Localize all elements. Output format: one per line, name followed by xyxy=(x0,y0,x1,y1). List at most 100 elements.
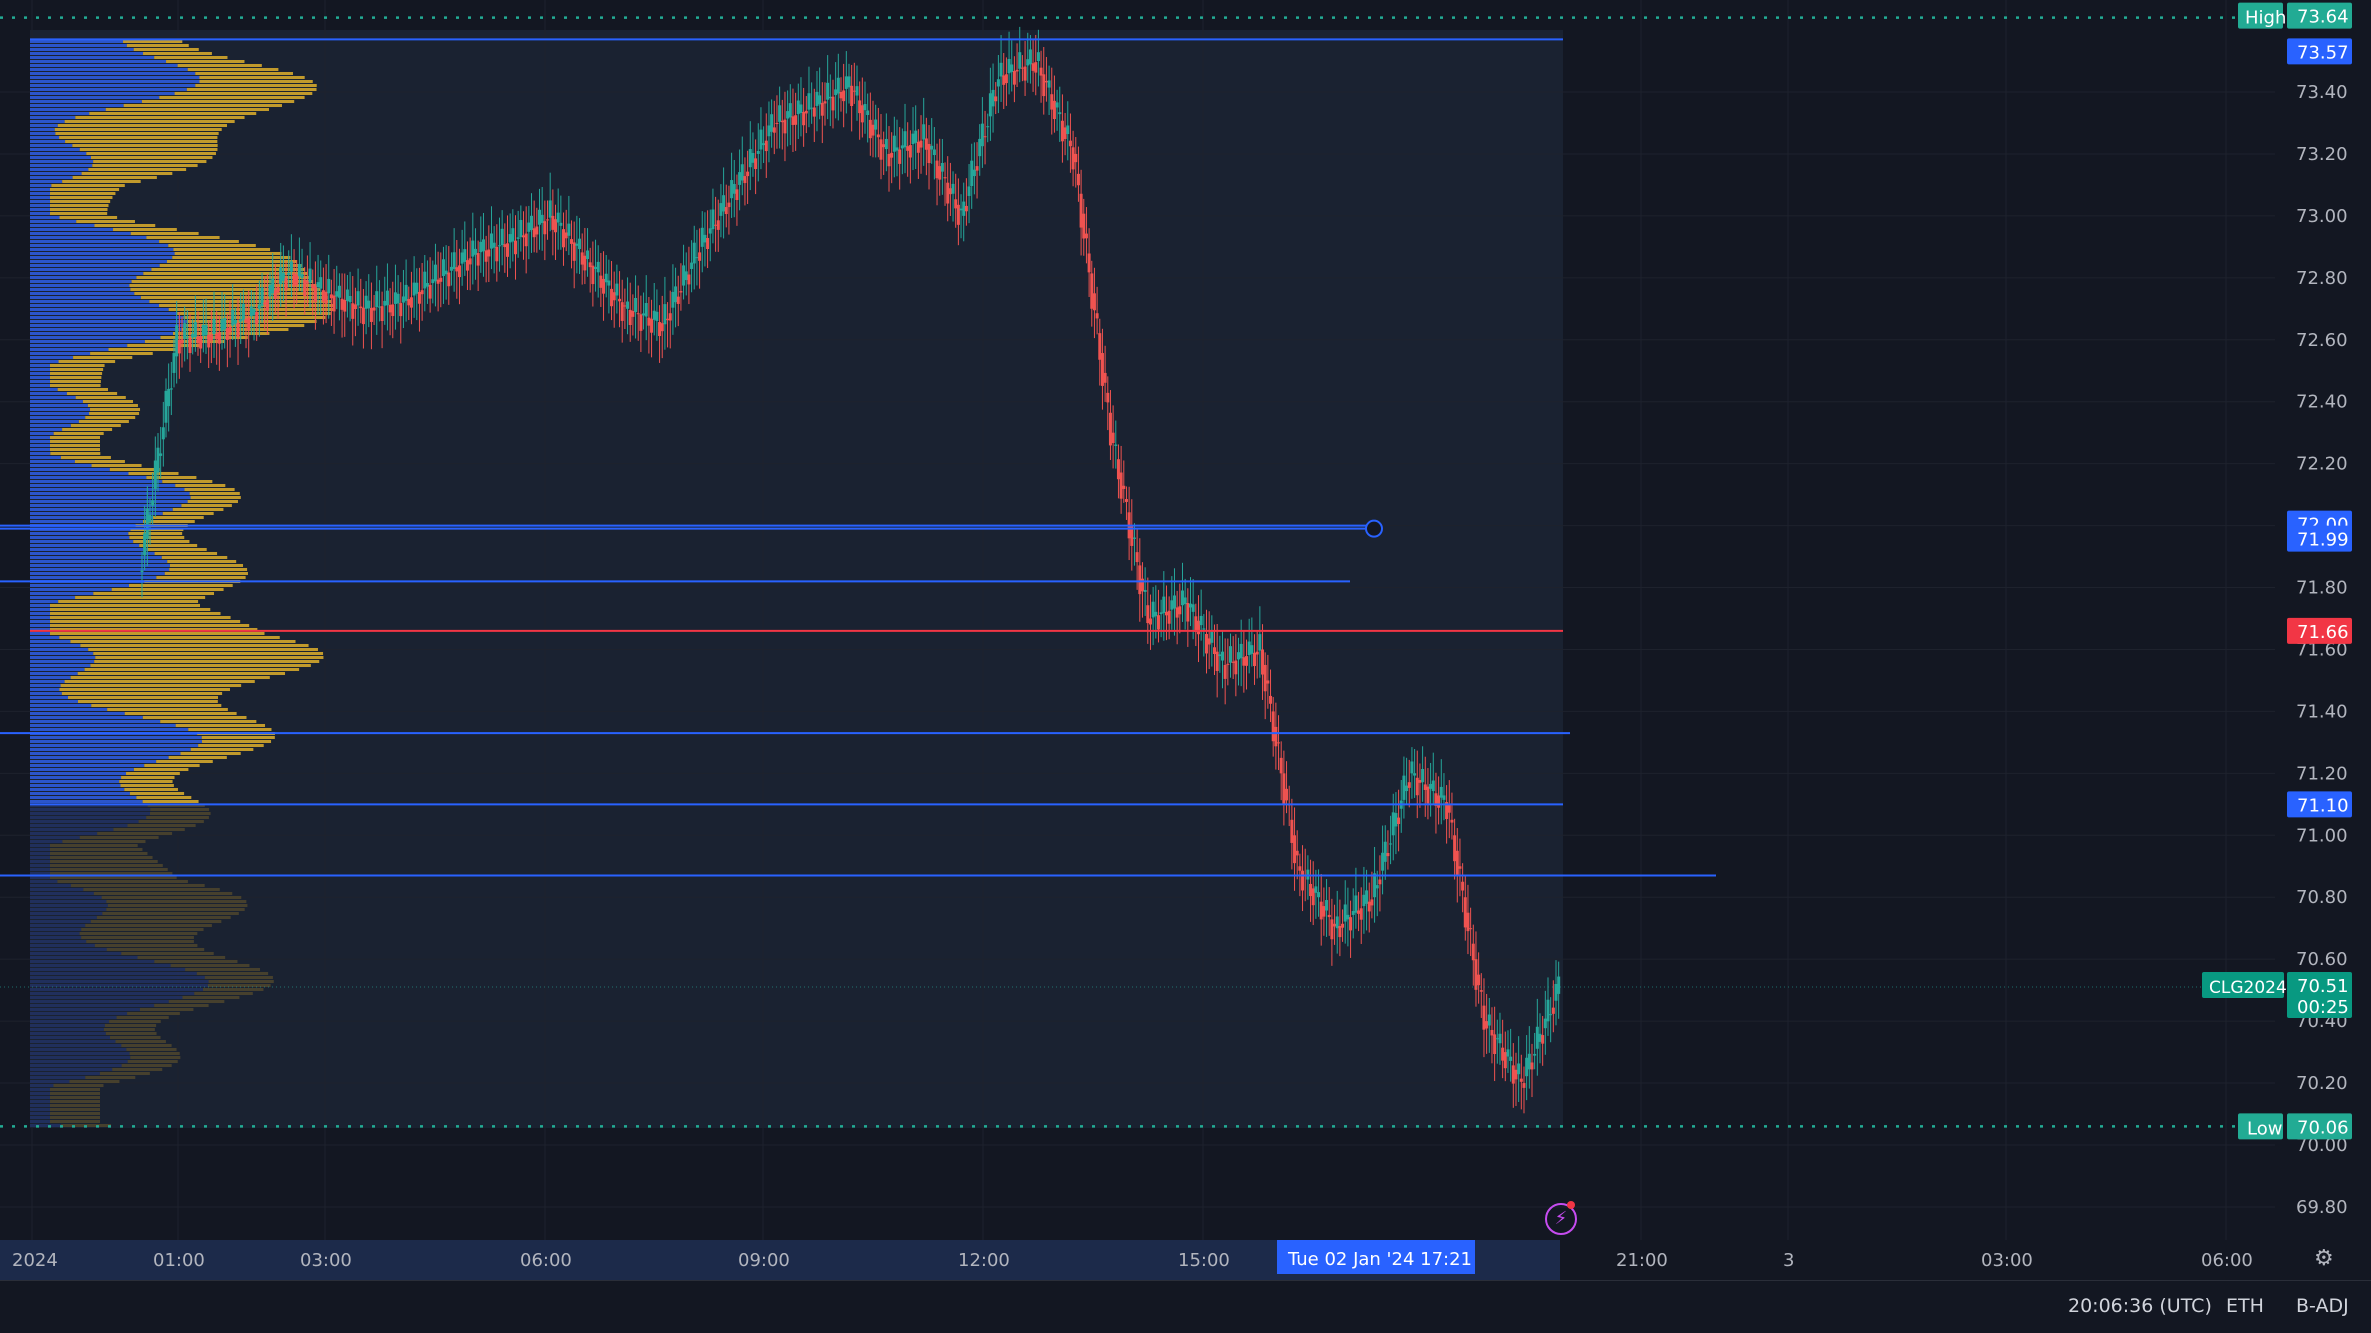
volume-profile-bar xyxy=(30,1028,104,1031)
candle-body xyxy=(770,114,774,132)
volume-profile-bar xyxy=(104,1024,157,1027)
candle-body xyxy=(698,252,702,261)
volume-profile-bar xyxy=(30,744,199,747)
candle-body xyxy=(1002,75,1006,85)
volume-profile-bar xyxy=(108,348,176,351)
candle-body xyxy=(1402,775,1406,800)
volume-profile-bar xyxy=(124,788,178,791)
volume-profile-bar xyxy=(147,804,205,807)
candle-body xyxy=(1140,578,1144,592)
price-tick-label: 72.20 xyxy=(2296,454,2348,475)
volume-profile-bar xyxy=(30,868,50,871)
volume-profile-bar xyxy=(30,368,50,371)
volume-profile-bar xyxy=(137,956,226,959)
volume-profile-bar xyxy=(30,900,107,903)
volume-profile-bar xyxy=(190,496,241,499)
volume-profile-bar xyxy=(30,208,50,211)
gear-icon[interactable]: ⚙ xyxy=(2314,1246,2334,1271)
session-label[interactable]: ETH xyxy=(2226,1295,2264,1317)
volume-profile-bar xyxy=(30,896,102,899)
volume-profile-bar xyxy=(30,1064,122,1067)
volume-profile-bar xyxy=(127,824,196,827)
volume-profile-bar xyxy=(30,148,80,151)
volume-profile-bar xyxy=(30,632,50,635)
volume-profile-bar xyxy=(81,928,204,931)
volume-profile-bar xyxy=(30,72,196,75)
candle-body xyxy=(906,146,910,151)
line-handle[interactable] xyxy=(1365,519,1383,538)
volume-profile-bar xyxy=(30,600,59,603)
volume-profile-bar xyxy=(30,1012,128,1015)
volume-profile-bar xyxy=(30,772,127,775)
candle-body xyxy=(1261,649,1265,675)
candle-body xyxy=(265,299,269,311)
volume-profile-bar xyxy=(30,604,50,607)
candle-body xyxy=(599,275,603,288)
volume-profile-bar xyxy=(30,740,203,743)
volume-profile-bar xyxy=(30,352,91,355)
volume-profile-bar xyxy=(50,376,102,379)
candle-body xyxy=(484,250,488,262)
volume-profile-bar xyxy=(129,1052,180,1055)
candle-body xyxy=(1015,69,1019,72)
volume-profile-bar xyxy=(30,800,143,803)
volume-profile-bar xyxy=(180,752,241,755)
candle-body xyxy=(241,303,245,321)
volume-profile-bar xyxy=(54,128,222,131)
volume-profile-bar xyxy=(30,388,58,391)
volume-profile-bar xyxy=(50,604,201,607)
candle-body xyxy=(305,280,309,284)
volume-profile-bar xyxy=(139,544,198,547)
candle-body xyxy=(1383,841,1387,862)
candle-body xyxy=(1285,788,1289,801)
candle-body xyxy=(1132,537,1136,539)
volume-profile-bar xyxy=(50,188,120,191)
time-tick-label: 06:00 xyxy=(2201,1250,2253,1271)
volume-profile-bar xyxy=(60,684,242,687)
volume-profile-bar xyxy=(30,820,139,823)
lightning-icon[interactable]: ⚡ xyxy=(1545,1203,1577,1235)
volume-profile-bar xyxy=(30,612,50,615)
candle-body xyxy=(802,111,806,126)
candle-body xyxy=(1469,928,1473,930)
volume-profile-bar xyxy=(30,1000,169,1003)
candle-body xyxy=(570,239,574,244)
volume-profile-bar xyxy=(30,664,91,667)
adjust-label[interactable]: B-ADJ xyxy=(2296,1295,2349,1317)
candle-body xyxy=(1525,1057,1529,1077)
candle-body xyxy=(1282,773,1286,805)
candle-body xyxy=(457,265,461,278)
candle-body xyxy=(1309,883,1313,897)
volume-profile-bar xyxy=(30,164,93,167)
candle-body xyxy=(970,160,974,187)
candle-body xyxy=(1202,628,1206,630)
volume-profile-bar xyxy=(59,216,118,219)
candle-body xyxy=(1426,786,1430,804)
volume-profile-bar xyxy=(30,1004,155,1007)
candle-body xyxy=(1487,1014,1491,1026)
volume-profile-bar xyxy=(30,248,174,251)
candle-body xyxy=(1349,917,1353,931)
volume-profile-bar xyxy=(30,776,122,779)
candle-body xyxy=(164,390,168,423)
level-tag-71.99-bg xyxy=(2287,525,2352,552)
candle-body xyxy=(431,279,435,284)
volume-profile-bar xyxy=(30,888,84,891)
volume-profile-bar xyxy=(50,380,101,383)
high-label-bg xyxy=(2238,2,2283,29)
candle-body xyxy=(524,233,528,247)
volume-profile-bar xyxy=(50,436,101,439)
volume-profile-bar xyxy=(96,916,231,919)
candle-body xyxy=(1183,597,1187,605)
candle-body xyxy=(1295,850,1299,856)
candle-body xyxy=(591,265,595,285)
volume-profile-bar xyxy=(30,564,170,567)
candle-body xyxy=(1050,94,1054,110)
volume-profile-bar xyxy=(30,908,107,911)
candle-body xyxy=(996,79,1000,87)
candle-body xyxy=(743,176,747,184)
volume-profile-bar xyxy=(59,688,230,691)
candle-body xyxy=(1397,817,1401,825)
volume-profile-bar xyxy=(30,972,197,975)
